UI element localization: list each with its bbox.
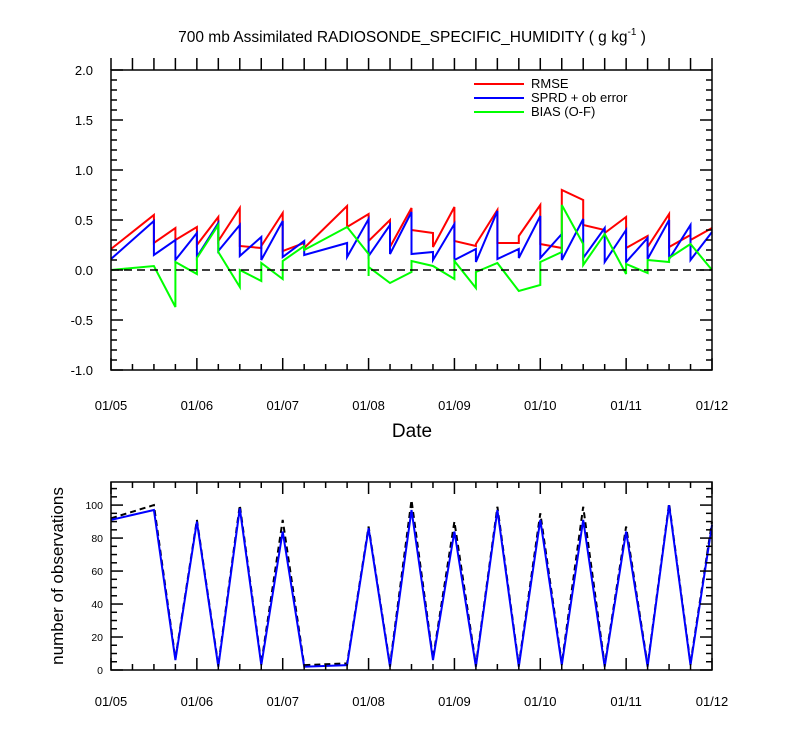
- top-x-tick-labels: 01/05 01/06 01/07 01/08 01/09 01/10 01/11 01/12: [95, 398, 729, 413]
- bottom-panel: 01/05 01/06 01/07 01/08 01/09 01/10 01/11 01/12…: [48, 481, 729, 709]
- y-tick-label: 80: [91, 533, 103, 545]
- bottom-series-group: [110, 499, 713, 668]
- x-tick-label: 01/09: [438, 694, 471, 709]
- x-tick-label: 01/12: [696, 398, 729, 413]
- y-tick-label: 1.0: [75, 163, 93, 178]
- bottom-axis-ticks: [110, 482, 713, 671]
- chart-title-close: ): [636, 29, 645, 46]
- x-tick-label: 01/09: [438, 398, 471, 413]
- y-tick-label: 1.5: [75, 113, 93, 128]
- x-tick-label: 01/06: [181, 694, 214, 709]
- top-panel: 01/05 01/06 01/07 01/08 01/09 01/10 01/11 01/12…: [71, 58, 729, 442]
- x-tick-label: 01/07: [266, 694, 299, 709]
- series-line-rmse: [110, 188, 713, 253]
- series-line-sprd-ob-error: [110, 210, 713, 266]
- x-tick-label: 01/11: [610, 398, 642, 413]
- top-y-tick-labels: 2.0 1.5 1.0 0.5 0.0 -0.5 -1.0: [71, 63, 93, 378]
- y-tick-label: 0.0: [75, 263, 93, 278]
- x-tick-label: 01/10: [524, 398, 557, 413]
- x-tick-label: 01/07: [266, 398, 299, 413]
- chart-title-superscript: -1: [627, 27, 636, 38]
- y-tick-label: -0.5: [71, 313, 93, 328]
- x-tick-label: 01/06: [181, 398, 214, 413]
- series-line-possible-observations: [110, 499, 713, 667]
- x-axis-label: Date: [392, 421, 432, 442]
- x-tick-label: 01/12: [696, 694, 729, 709]
- series-line-assimilated-observations: [110, 504, 713, 668]
- x-tick-label: 01/08: [352, 694, 385, 709]
- x-tick-label: 01/10: [524, 694, 557, 709]
- legend-label: SPRD + ob error: [531, 90, 628, 105]
- x-tick-label: 01/08: [352, 398, 385, 413]
- legend-item: SPRD + ob error: [474, 90, 628, 105]
- legend-item: RMSE: [474, 76, 569, 91]
- top-axis-ticks: [110, 58, 713, 371]
- x-tick-label: 01/11: [610, 694, 642, 709]
- y-tick-label: 60: [91, 566, 103, 578]
- legend-label: BIAS (O-F): [531, 104, 595, 119]
- y-tick-label: 0.5: [75, 213, 93, 228]
- chart-title-main: 700 mb Assimilated RADIOSONDE_SPECIFIC_H…: [178, 29, 627, 46]
- y-tick-label: -1.0: [71, 363, 93, 378]
- y-axis-label-observations: number of observations: [48, 487, 67, 665]
- chart-title: 700 mb Assimilated RADIOSONDE_SPECIFIC_H…: [178, 27, 646, 46]
- bottom-x-tick-labels: 01/05 01/06 01/07 01/08 01/09 01/10 01/11 01/12: [95, 694, 729, 709]
- x-tick-label: 01/05: [95, 398, 128, 413]
- legend-label: RMSE: [531, 76, 569, 91]
- bottom-y-tick-labels: 100 80 60 40 20 0: [85, 500, 103, 677]
- y-tick-label: 20: [91, 632, 103, 644]
- y-tick-label: 100: [85, 500, 103, 512]
- legend-item: BIAS (O-F): [474, 104, 595, 119]
- y-tick-label: 0: [97, 665, 103, 677]
- top-series-group: [110, 188, 713, 308]
- y-tick-label: 40: [91, 599, 103, 611]
- series-line-bias-o-f: [110, 204, 713, 308]
- x-tick-label: 01/05: [95, 694, 128, 709]
- y-tick-label: 2.0: [75, 63, 93, 78]
